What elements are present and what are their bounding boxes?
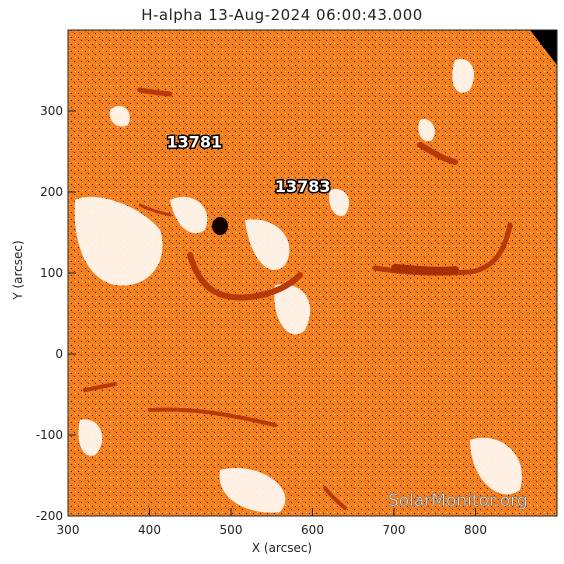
active-region-label: 13783 [275, 177, 331, 196]
active-region-labels: 13781 13783 [165, 131, 332, 198]
y-ticks: -200 -100 0 100 200 300 [36, 104, 76, 523]
y-tick-label: 300 [40, 104, 63, 118]
y-tick-label: -100 [36, 428, 63, 442]
x-tick-label: 600 [301, 523, 324, 537]
y-tick-label: 200 [40, 185, 63, 199]
y-tick-label: -200 [36, 509, 63, 523]
halpha-image [68, 30, 557, 516]
image-title: H-alpha 13-Aug-2024 06:00:43.000 [141, 6, 423, 24]
y-tick-label: 0 [55, 347, 63, 361]
solarmonitor-watermark: SolarMonitor.org [388, 491, 528, 511]
x-tick-label: 400 [138, 523, 161, 537]
y-tick-label: 100 [40, 266, 63, 280]
sunspot [212, 217, 228, 235]
active-region-label: 13781 [166, 132, 222, 151]
x-axis-label: X (arcsec) [251, 541, 313, 555]
x-ticks: 300 400 500 600 700 800 [57, 508, 487, 537]
x-tick-label: 300 [57, 523, 80, 537]
x-tick-label: 500 [220, 523, 243, 537]
x-tick-label: 800 [464, 523, 487, 537]
x-tick-label: 700 [383, 523, 406, 537]
